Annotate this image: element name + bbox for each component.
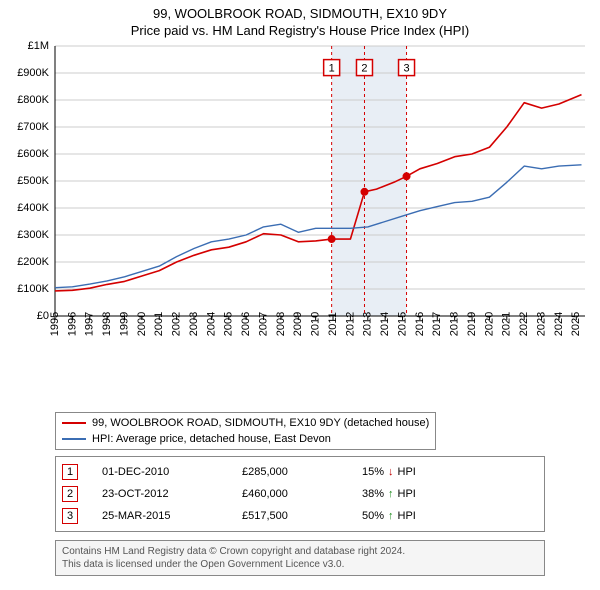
x-tick-label: 2020: [483, 312, 495, 336]
x-tick-label: 2016: [414, 312, 426, 336]
event-price: £517,500: [242, 510, 362, 522]
x-tick-label: 2018: [449, 312, 461, 336]
x-tick-label: 2012: [344, 312, 356, 336]
x-tick-label: 2015: [396, 312, 408, 336]
event-badge-number: 1: [329, 63, 335, 75]
x-tick-label: 2023: [535, 312, 547, 336]
arrow-up-icon: ↑: [388, 510, 394, 522]
event-row-badge: 3: [62, 508, 78, 524]
event-diff: 50% ↑ HPI: [362, 510, 416, 522]
x-tick-label: 2011: [327, 312, 339, 336]
x-tick-label: 2003: [188, 312, 200, 336]
legend-item: 99, WOOLBROOK ROAD, SIDMOUTH, EX10 9DY (…: [62, 415, 429, 431]
y-tick-label: £500K: [17, 175, 49, 187]
x-tick-label: 2019: [466, 312, 478, 336]
event-row-badge: 1: [62, 464, 78, 480]
y-tick-label: £600K: [17, 148, 49, 160]
x-tick-label: 1997: [84, 312, 96, 336]
event-row-badge: 2: [62, 486, 78, 502]
legend-label: HPI: Average price, detached house, East…: [92, 431, 331, 447]
footer-line-1: Contains HM Land Registry data © Crown c…: [62, 545, 538, 558]
x-tick-label: 2006: [240, 312, 252, 336]
y-tick-label: £300K: [17, 229, 49, 241]
x-tick-label: 2008: [275, 312, 287, 336]
y-tick-label: £900K: [17, 67, 49, 79]
event-diff-suffix: HPI: [398, 466, 416, 478]
legend: 99, WOOLBROOK ROAD, SIDMOUTH, EX10 9DY (…: [55, 412, 436, 450]
x-tick-label: 2014: [379, 312, 391, 336]
event-diff-pct: 15%: [362, 466, 384, 478]
chart-container: 99, WOOLBROOK ROAD, SIDMOUTH, EX10 9DY P…: [0, 0, 600, 590]
event-price: £285,000: [242, 466, 362, 478]
event-row: 3 25-MAR-2015£517,50050% ↑ HPI: [62, 505, 538, 527]
chart-title: 99, WOOLBROOK ROAD, SIDMOUTH, EX10 9DY P…: [0, 0, 600, 40]
y-tick-label: £700K: [17, 121, 49, 133]
event-diff: 15% ↓ HPI: [362, 466, 416, 478]
x-tick-label: 2024: [553, 312, 565, 336]
event-badge-number: 2: [361, 63, 367, 75]
x-tick-label: 2005: [223, 312, 235, 336]
x-tick-label: 2025: [570, 312, 582, 336]
event-date: 23-OCT-2012: [102, 488, 242, 500]
event-row: 1 01-DEC-2010£285,00015% ↓ HPI: [62, 461, 538, 483]
event-diff-suffix: HPI: [398, 510, 416, 522]
x-tick-label: 2000: [136, 312, 148, 336]
attribution-footer: Contains HM Land Registry data © Crown c…: [55, 540, 545, 576]
legend-item: HPI: Average price, detached house, East…: [62, 431, 429, 447]
event-date: 01-DEC-2010: [102, 466, 242, 478]
x-tick-label: 2004: [205, 312, 217, 336]
event-diff-pct: 38%: [362, 488, 384, 500]
x-tick-label: 1996: [66, 312, 78, 336]
arrow-down-icon: ↓: [388, 466, 394, 478]
x-tick-label: 2010: [310, 312, 322, 336]
legend-label: 99, WOOLBROOK ROAD, SIDMOUTH, EX10 9DY (…: [92, 415, 429, 431]
y-tick-label: £200K: [17, 256, 49, 268]
x-tick-label: 1998: [101, 312, 113, 336]
title-line-1: 99, WOOLBROOK ROAD, SIDMOUTH, EX10 9DY: [0, 6, 600, 23]
y-tick-label: £1M: [28, 40, 49, 52]
legend-swatch: [62, 422, 86, 424]
footer-line-2: This data is licensed under the Open Gov…: [62, 558, 538, 571]
event-diff: 38% ↑ HPI: [362, 488, 416, 500]
x-tick-label: 2013: [362, 312, 374, 336]
arrow-up-icon: ↑: [388, 488, 394, 500]
x-tick-label: 2001: [153, 312, 165, 336]
series-price_paid: [55, 95, 582, 291]
event-date: 25-MAR-2015: [102, 510, 242, 522]
event-row: 2 23-OCT-2012£460,00038% ↑ HPI: [62, 483, 538, 505]
legend-swatch: [62, 438, 86, 440]
x-tick-label: 2002: [171, 312, 183, 336]
event-diff-pct: 50%: [362, 510, 384, 522]
chart-area: £0 £100K £200K £300K £400K £500K £600K £700K £80…: [0, 38, 600, 368]
y-tick-label: £800K: [17, 94, 49, 106]
chart-svg: £0 £100K £200K £300K £400K £500K £600K £700K £80…: [0, 38, 600, 368]
event-badge-number: 3: [403, 63, 409, 75]
x-tick-label: 1999: [118, 312, 130, 336]
event-price: £460,000: [242, 488, 362, 500]
y-tick-label: £100K: [17, 283, 49, 295]
x-tick-label: 1995: [49, 312, 61, 336]
x-tick-label: 2017: [431, 312, 443, 336]
events-table: 1 01-DEC-2010£285,00015% ↓ HPI 2 23-OCT-2012£…: [55, 456, 545, 532]
x-tick-label: 2021: [501, 312, 513, 336]
x-tick-label: 2007: [257, 312, 269, 336]
y-tick-label: £400K: [17, 202, 49, 214]
event-diff-suffix: HPI: [398, 488, 416, 500]
y-tick-label: £0: [37, 310, 49, 322]
series-hpi: [55, 165, 582, 288]
x-tick-label: 2009: [292, 312, 304, 336]
x-tick-label: 2022: [518, 312, 530, 336]
